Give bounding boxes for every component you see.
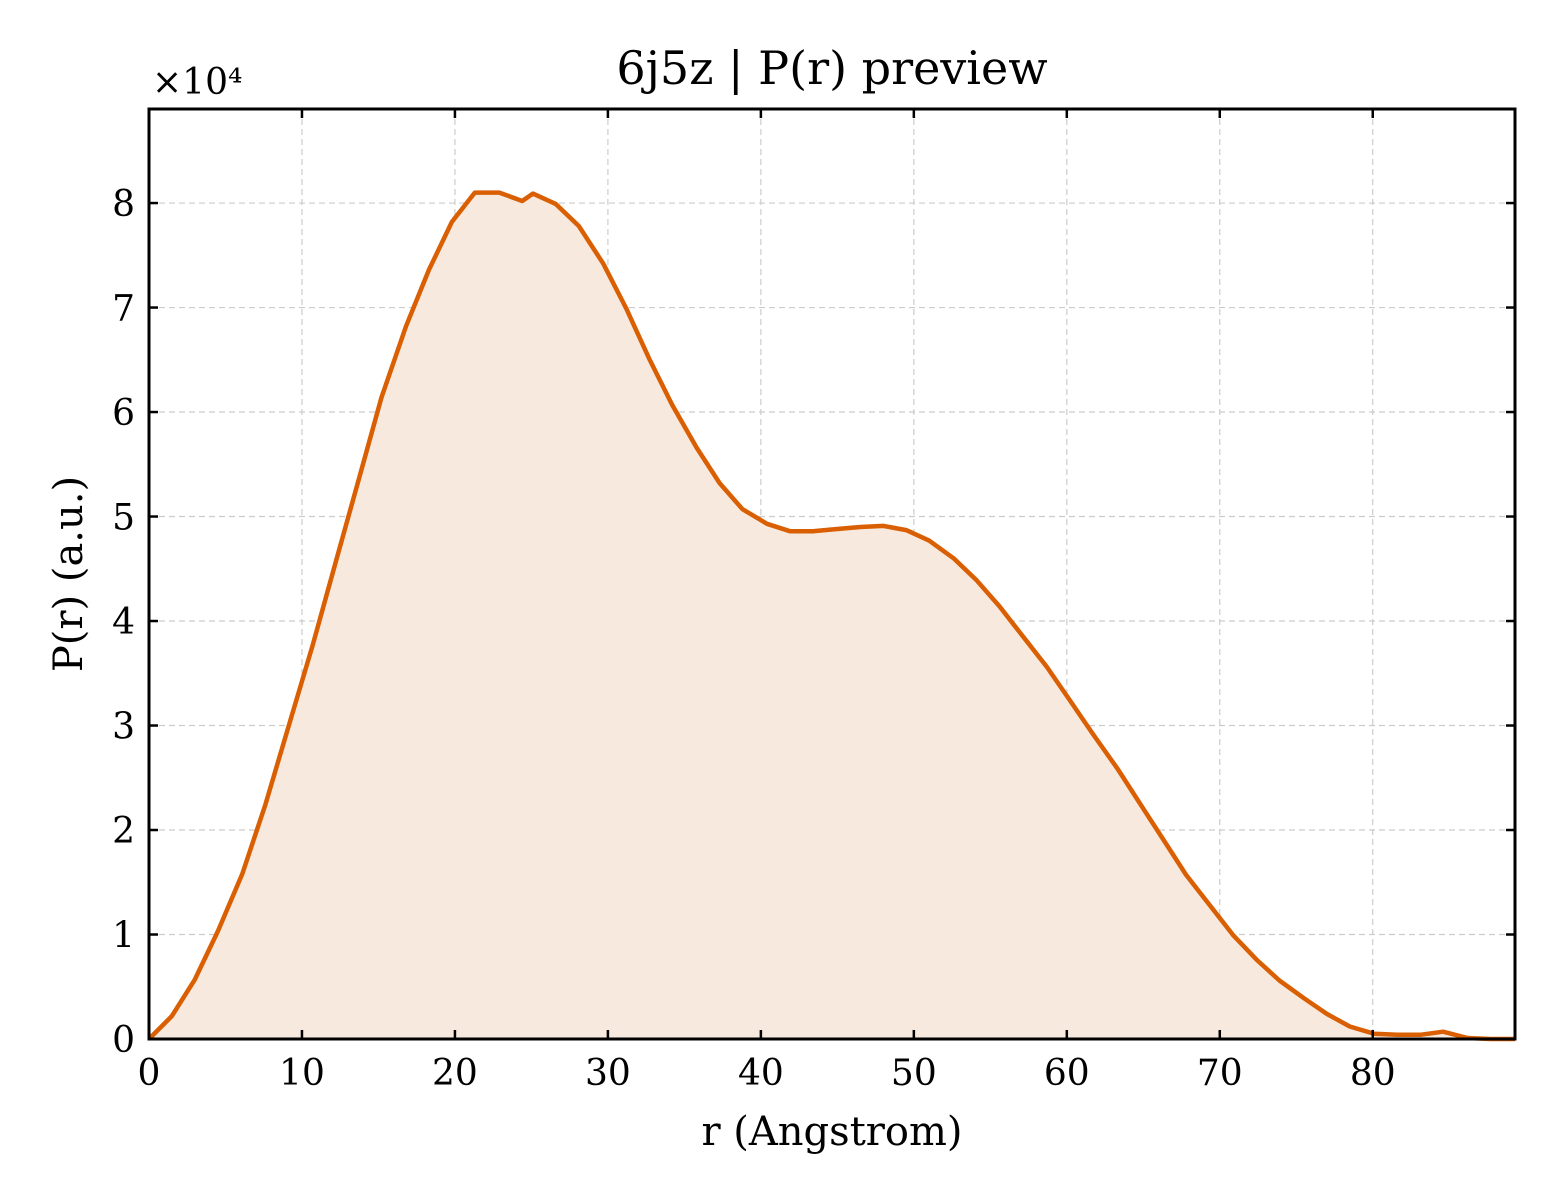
y-tick-label: 2 (112, 811, 135, 852)
y-tick-label: 4 (112, 602, 135, 643)
x-tick-label: 10 (279, 1053, 325, 1094)
y-tick-label: 5 (112, 498, 135, 539)
y-tick-label: 1 (112, 916, 135, 957)
x-tick-label: 50 (891, 1053, 937, 1094)
chart-title: 6j5z | P(r) preview (616, 41, 1047, 95)
series-line (147, 190, 1515, 1042)
y-axis-multiplier: ×10⁴ (152, 62, 242, 103)
x-tick-label: 40 (738, 1053, 784, 1094)
plot-frame (147, 107, 1517, 1041)
x-tick-label: 60 (1044, 1053, 1090, 1094)
y-tick-label: 0 (112, 1020, 135, 1061)
x-tick-label: 80 (1350, 1053, 1396, 1094)
x-tick-label: 0 (138, 1053, 161, 1094)
x-tick-label: 70 (1197, 1053, 1243, 1094)
x-axis-label: r (Angstrom) (701, 1109, 962, 1155)
x-tick-label: 30 (585, 1053, 631, 1094)
area-fill (149, 192, 1515, 1040)
ticks: 0 10 20 30 40 50 60 70 80 0 1 2 3 4 5 6 7 8 (112, 109, 1515, 1094)
y-tick-label: 6 (112, 393, 135, 434)
y-axis-label: P(r) (a.u.) (46, 476, 92, 672)
x-tick-label: 20 (432, 1053, 478, 1094)
y-tick-label: 3 (112, 707, 135, 748)
y-tick-label: 8 (112, 184, 135, 225)
y-tick-label: 7 (112, 289, 135, 330)
